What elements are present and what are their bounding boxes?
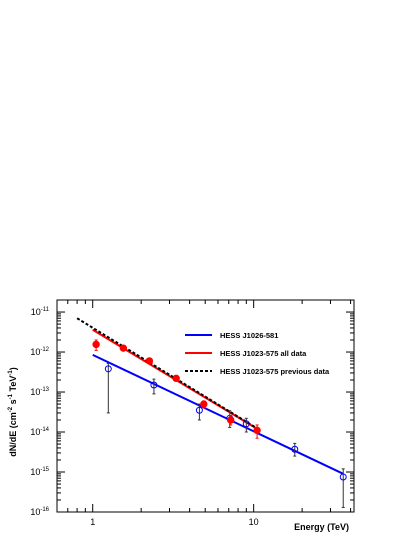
- data-point-series-0: [195, 406, 203, 414]
- x-axis-title: Energy (TeV): [294, 522, 349, 532]
- tick-labels: 1 10 10-16 10-15 10-14 10-13 10-12 10-11: [30, 307, 258, 527]
- data-point-series-1: [145, 357, 154, 365]
- y-tick-label: 10-15: [30, 467, 49, 477]
- data-point-series-1: [119, 344, 128, 352]
- legend-label-j1026: HESS J1026-581: [220, 331, 278, 340]
- y-tick-label: 10-11: [31, 307, 50, 317]
- data-points: [92, 339, 347, 508]
- x-tick-label: 10: [249, 517, 259, 527]
- legend-label-j1023-all: HESS J1023-575 all data: [220, 349, 307, 358]
- axis-ticks: [56, 299, 354, 513]
- data-point-series-0: [104, 365, 112, 373]
- data-point-series-1: [253, 426, 261, 435]
- y-tick-label: 10-14: [30, 427, 49, 437]
- y-tick-label: 10-13: [30, 387, 49, 397]
- legend-label-j1023-previous: HESS J1023-575 previous data: [220, 367, 330, 376]
- y-axis-title: dN/dE (cm-2 s-1 TeV-1): [8, 367, 18, 456]
- data-point-series-1: [92, 340, 100, 349]
- y-tick-label: 10-16: [30, 507, 49, 517]
- data-point-series-1: [172, 374, 180, 383]
- data-point-series-1: [200, 400, 208, 408]
- fit-line-series-0: [92, 353, 344, 475]
- x-tick-label: 1: [90, 517, 95, 527]
- data-point-series-0: [150, 381, 158, 389]
- data-point-series-0: [291, 445, 299, 453]
- data-point-series-1: [227, 416, 235, 424]
- legend: HESS J1026-581 HESS J1023-575 all data H…: [185, 331, 330, 376]
- data-point-series-0: [242, 420, 250, 428]
- fit-lines: [76, 317, 344, 475]
- y-tick-label: 10-12: [30, 347, 49, 357]
- data-point-series-0: [339, 473, 347, 481]
- fit-line-series-2: [76, 317, 261, 432]
